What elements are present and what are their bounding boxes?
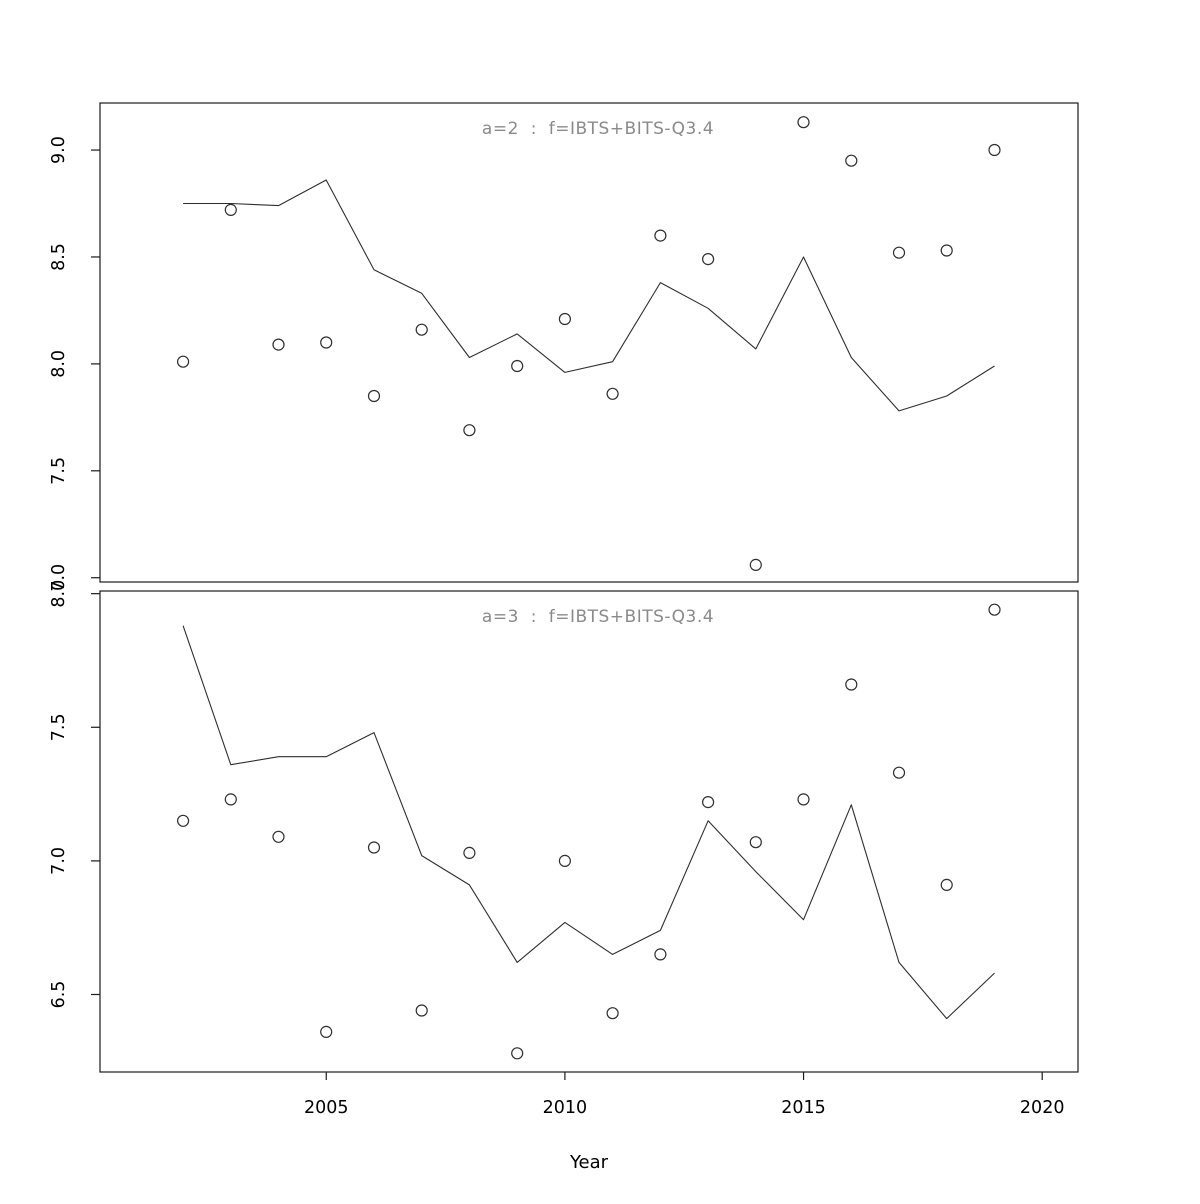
observation-point <box>654 948 667 961</box>
observation-point <box>845 678 858 691</box>
observation-point <box>797 116 810 129</box>
observation-point <box>415 1004 428 1017</box>
y-tick-label: 7.0 <box>49 847 69 875</box>
observation-point <box>415 323 428 336</box>
observation-point <box>892 766 906 779</box>
y-tick-label: 9.0 <box>49 136 69 164</box>
panel-title: a=2 : f=IBTS+BITS-Q3.4 <box>482 119 714 139</box>
observation-point <box>224 793 237 806</box>
observation-point <box>654 229 667 242</box>
observation-point <box>701 253 715 266</box>
panel-title: a=3 : f=IBTS+BITS-Q3.4 <box>482 607 714 627</box>
panel-border <box>99 590 1079 1073</box>
observation-point <box>940 244 953 257</box>
observation-point <box>940 878 953 892</box>
observation-point <box>701 795 715 809</box>
observation-point <box>463 846 476 860</box>
y-tick-label: 7.5 <box>49 457 69 485</box>
observation-point <box>272 338 285 351</box>
observation-point <box>892 246 906 259</box>
panel-border <box>99 102 1079 583</box>
observation-point <box>558 854 572 868</box>
observation-point <box>606 387 619 400</box>
y-tick-label: 8.5 <box>49 243 69 271</box>
y-tick-label: 7.0 <box>49 564 69 592</box>
x-tick-label: 2005 <box>304 1098 349 1118</box>
y-tick-label: 8.0 <box>49 580 69 608</box>
fitted-line <box>182 625 995 1020</box>
observation-point <box>988 143 1001 157</box>
observation-point <box>606 1007 619 1020</box>
observation-point <box>367 841 381 854</box>
x-tick-label: 2015 <box>781 1098 826 1118</box>
observation-point <box>988 603 1001 616</box>
observation-point <box>511 1047 524 1060</box>
observation-point <box>320 1025 333 1039</box>
observation-point <box>177 814 190 827</box>
observation-point <box>177 355 190 368</box>
observation-point <box>845 154 858 167</box>
observation-point <box>224 203 237 216</box>
y-tick-label: 7.5 <box>49 713 69 741</box>
x-tick-label: 2010 <box>543 1098 588 1118</box>
x-axis-title: Year <box>569 1152 609 1173</box>
x-tick-label: 2020 <box>1020 1098 1065 1118</box>
y-tick-label: 8.0 <box>49 350 69 378</box>
observation-point <box>749 836 762 849</box>
observation-point <box>558 312 572 326</box>
observation-point <box>367 389 381 403</box>
observation-point <box>320 336 333 349</box>
fitted-line <box>183 179 995 412</box>
observation-point <box>797 793 810 806</box>
y-tick-label: 6.5 <box>49 981 69 1009</box>
observation-point <box>511 359 524 373</box>
observation-point <box>749 558 762 572</box>
observation-point <box>463 424 476 437</box>
observation-point <box>272 830 285 843</box>
